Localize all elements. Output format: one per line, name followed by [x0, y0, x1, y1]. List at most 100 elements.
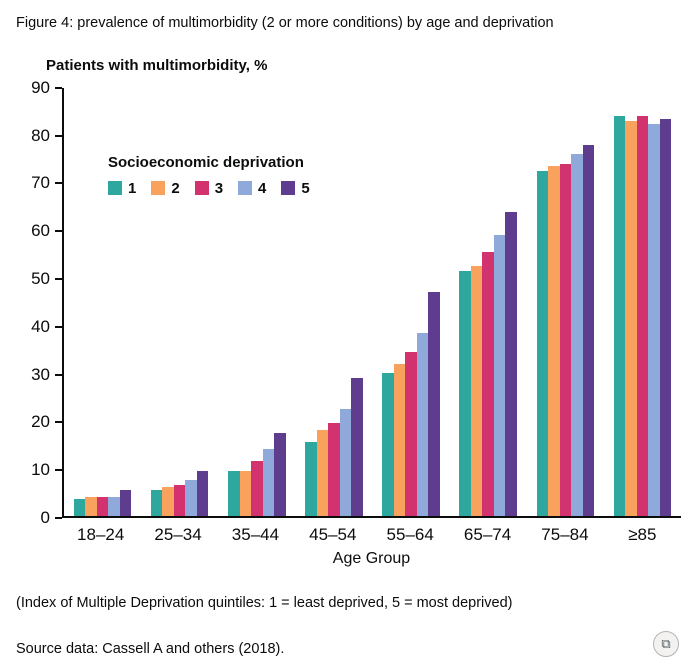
x-label-55–64: 55–64 — [386, 524, 434, 544]
bar-group-≥85 — [604, 88, 681, 516]
y-tick-mark — [55, 421, 62, 424]
bar-quintile-2 — [316, 430, 329, 516]
bar-quintile-5 — [351, 377, 363, 516]
plot-area: Socioeconomic deprivation 1 2 3 4 5 — [62, 87, 681, 518]
bar-quintile-4 — [262, 449, 275, 516]
legend-item-4: 4 — [238, 180, 266, 197]
legend-label: 5 — [301, 179, 310, 197]
legend-label: 3 — [214, 179, 224, 197]
bar-quintile-5 — [274, 432, 286, 516]
y-tick-label: 60 — [31, 221, 50, 241]
source-text: Source data: Cassell A and others (2018)… — [16, 640, 285, 657]
y-tick-label: 40 — [31, 316, 50, 336]
legend: Socioeconomic deprivation 1 2 3 4 5 — [108, 154, 310, 197]
bar-quintile-3 — [636, 116, 649, 516]
bar-quintile-5 — [428, 292, 440, 516]
bar-quintile-3 — [559, 163, 572, 516]
bar-quintile-4 — [185, 480, 197, 516]
legend-item-3: 3 — [194, 179, 224, 197]
y-tick-label: 70 — [31, 173, 50, 193]
bar-quintile-3 — [482, 251, 494, 516]
legend-items: 1 2 3 4 5 — [108, 180, 310, 197]
bar-quintile-2 — [85, 496, 97, 516]
y-tick-mark — [55, 277, 62, 280]
source-row: Source data: Cassell A and others (2018)… — [16, 630, 681, 657]
x-label-45–54: 45–54 — [309, 524, 357, 544]
bar-quintile-1 — [73, 499, 86, 516]
legend-label: 2 — [171, 179, 180, 197]
export-chart-button[interactable]: ⧉ — [653, 630, 679, 657]
bar-quintile-3 — [96, 496, 109, 516]
bar-group-45–54 — [295, 88, 372, 516]
legend-title: Socioeconomic deprivation — [108, 153, 304, 171]
x-label-18–24: 18–24 — [77, 524, 125, 544]
y-tick-label: 50 — [31, 268, 50, 288]
bar-group-25–34 — [141, 88, 218, 516]
x-axis-title: Age Group — [332, 549, 411, 567]
y-tick-mark — [55, 325, 62, 328]
legend-item-1: 1 — [108, 180, 136, 197]
export-icon: ⧉ — [661, 635, 671, 651]
legend-swatch-1 — [108, 181, 122, 196]
bar-quintile-3 — [328, 423, 340, 516]
bar-quintile-1 — [228, 470, 240, 516]
bar-quintile-1 — [305, 442, 317, 516]
bar-quintile-4 — [648, 123, 660, 516]
bar-quintile-1 — [459, 270, 471, 516]
legend-label: 4 — [258, 179, 267, 197]
x-label-35–44: 35–44 — [231, 524, 280, 544]
bar-quintile-5 — [659, 118, 672, 516]
bar-group-65–74 — [450, 88, 527, 516]
x-label-25–34: 25–34 — [154, 524, 202, 544]
bar-quintile-1 — [536, 171, 549, 516]
bar-quintile-2 — [239, 470, 252, 516]
y-tick-label: 10 — [31, 460, 50, 480]
y-tick-mark — [55, 469, 62, 472]
chart-body: 0 10 20 30 40 50 60 70 80 90 Socioeconomic depriv… — [16, 78, 681, 526]
y-tick-label: 30 — [31, 364, 50, 384]
x-label-65–74: 65–74 — [463, 524, 512, 544]
y-axis: 0 10 20 30 40 50 60 70 80 90 — [16, 78, 62, 526]
bar-quintile-4 — [571, 154, 583, 516]
legend-swatch-2 — [151, 181, 166, 196]
bar-quintile-5 — [505, 211, 517, 516]
y-tick-mark — [55, 230, 62, 233]
legend-item-2: 2 — [151, 179, 180, 197]
bar-quintile-5 — [582, 144, 595, 516]
figure-title: Figure 4: prevalence of multimorbidity (… — [16, 15, 554, 31]
y-tick-mark — [55, 86, 62, 89]
y-tick-label: 90 — [31, 77, 50, 97]
bar-quintile-4 — [493, 235, 506, 516]
bar-quintile-3 — [173, 484, 186, 516]
bar-quintile-1 — [150, 489, 163, 516]
legend-item-5: 5 — [281, 179, 310, 197]
y-tick-label: 80 — [31, 125, 50, 145]
x-axis-labels: 18–24 25–34 35–44 45–54 55–64 65–74 75–84 ≥85 — [62, 525, 681, 545]
legend-label: 1 — [128, 179, 137, 197]
bar-quintile-2 — [470, 266, 483, 516]
y-axis-title: Patients with multimorbidity, % — [46, 56, 268, 74]
bar-group-55–64 — [373, 88, 450, 516]
footnote: (Index of Multiple Deprivation quintiles… — [16, 594, 513, 611]
legend-swatch-3 — [194, 181, 209, 196]
bar-quintile-4 — [416, 332, 429, 516]
bar-group-75–84 — [527, 88, 604, 516]
bar-group-18–24 — [64, 88, 141, 516]
bar-quintile-4 — [339, 408, 352, 516]
bar-quintile-3 — [251, 461, 263, 516]
chart: Patients with multimorbidity, % 0 10 20 30 4… — [16, 57, 681, 568]
y-tick-label: 0 — [40, 507, 50, 527]
x-label-≥85: ≥85 — [628, 524, 657, 544]
bar-quintile-1 — [613, 116, 626, 516]
y-tick-mark — [55, 516, 62, 519]
y-tick-label: 20 — [31, 412, 50, 432]
bar-quintile-3 — [405, 351, 417, 516]
bar-quintile-2 — [548, 166, 560, 516]
y-tick-mark — [55, 182, 62, 185]
y-tick-mark — [55, 373, 62, 376]
bar-quintile-4 — [108, 496, 120, 516]
bar-quintile-1 — [382, 373, 394, 516]
legend-swatch-4 — [238, 181, 253, 196]
bar-group-35–44 — [218, 88, 295, 516]
